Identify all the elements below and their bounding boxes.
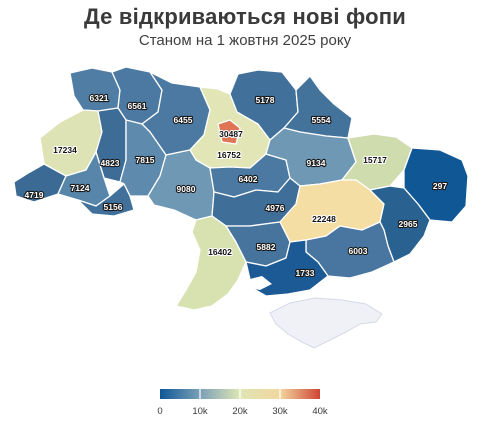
legend-tick-label: 40k [312, 406, 328, 417]
label-kirovohrad: 4976 [266, 203, 285, 213]
label-zaporizhzhia: 6003 [349, 246, 368, 256]
legend-tick-label: 20k [232, 406, 248, 417]
region-crimea[interactable] [269, 297, 383, 349]
label-chernivtsi: 5156 [104, 202, 123, 212]
label-kyiv-oblast: 16752 [217, 150, 241, 160]
label-odesa: 16402 [208, 247, 232, 257]
label-lviv: 17234 [53, 145, 77, 155]
label-volyn: 6321 [90, 93, 109, 103]
label-donetsk: 2965 [399, 219, 418, 229]
label-kyiv-city: 30487 [219, 129, 243, 139]
label-dnipropetrovsk: 22248 [312, 214, 336, 224]
label-luhansk: 297 [433, 181, 447, 191]
chart-subtitle: Станом на 1 жовтня 2025 року [138, 32, 352, 49]
region-kyiv-city[interactable] [217, 119, 241, 145]
label-chernihiv: 5178 [256, 95, 275, 105]
region-chernivtsi[interactable] [77, 183, 135, 217]
legend-tick-label: 0 [157, 406, 162, 417]
legend-tick-label: 10k [192, 406, 208, 417]
label-sumy: 5554 [312, 115, 331, 125]
label-zakarpattia: 4719 [25, 190, 44, 200]
label-cherkasy: 6402 [239, 174, 258, 184]
legend-ticks: 0 10k 20k 30k 40k [157, 406, 328, 417]
region-labels: 6321 6561 6455 30487 16752 5178 5554 172… [23, 92, 448, 279]
label-ternopil: 4823 [101, 158, 120, 168]
region-luhansk[interactable] [403, 147, 469, 223]
label-kherson: 1733 [296, 268, 315, 278]
label-vinnytsia: 9080 [177, 184, 196, 194]
label-zhytomyr: 6455 [174, 115, 193, 125]
label-mykolaiv: 5882 [257, 242, 276, 252]
legend-tick-label: 30k [272, 406, 288, 417]
label-ivano-frankivsk: 7124 [71, 183, 90, 193]
black-sea-bay [246, 276, 272, 290]
label-poltava: 9134 [307, 158, 326, 168]
label-kharkiv: 15717 [363, 155, 387, 165]
label-khmelnytskyi: 7815 [136, 155, 155, 165]
color-legend: 0 10k 20k 30k 40k [157, 389, 328, 417]
regions-layer [13, 66, 469, 349]
chart-title: Де відкриваються нові фопи [84, 4, 406, 29]
label-rivne: 6561 [128, 101, 147, 111]
